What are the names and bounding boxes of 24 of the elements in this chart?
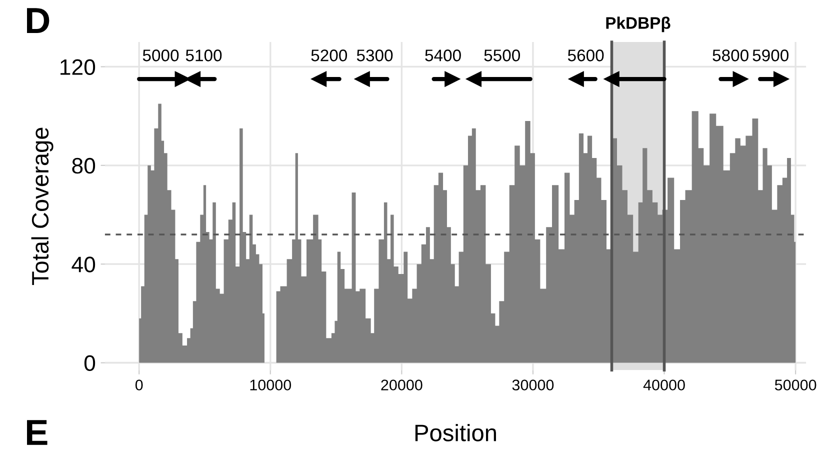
text: E [27, 420, 48, 445]
x-tick-label: 30000 [512, 380, 554, 390]
series-label: 5600 [568, 50, 604, 62]
x-axis-title: Position [415, 424, 496, 442]
x-tick-label: 20000 [381, 380, 422, 390]
x-tick-label: 10000 [250, 380, 292, 390]
y-tick-label: 40 [72, 256, 96, 272]
series-label: 5800 [712, 50, 748, 62]
x-tick-label: 50000 [774, 380, 816, 390]
series-label: 5100 [186, 50, 222, 62]
y-tick-label: 80 [72, 158, 96, 174]
y-axis-title: Total Coverage [31, 128, 54, 285]
text: D [27, 8, 50, 34]
y-tick-label: 0 [84, 355, 96, 372]
x-tick-label: 40000 [643, 380, 685, 390]
series-label: 5300 [356, 50, 393, 62]
x-tick-label: 0 [135, 380, 143, 390]
y-tick-label: 120 [60, 59, 96, 75]
series-label: 5900 [752, 50, 788, 62]
series-label: 5000 [142, 50, 179, 62]
series-label: 5200 [311, 50, 348, 62]
series-label: 5500 [484, 50, 520, 62]
band-label: PkDBPβ [606, 16, 670, 32]
series-label: 5400 [425, 50, 461, 62]
